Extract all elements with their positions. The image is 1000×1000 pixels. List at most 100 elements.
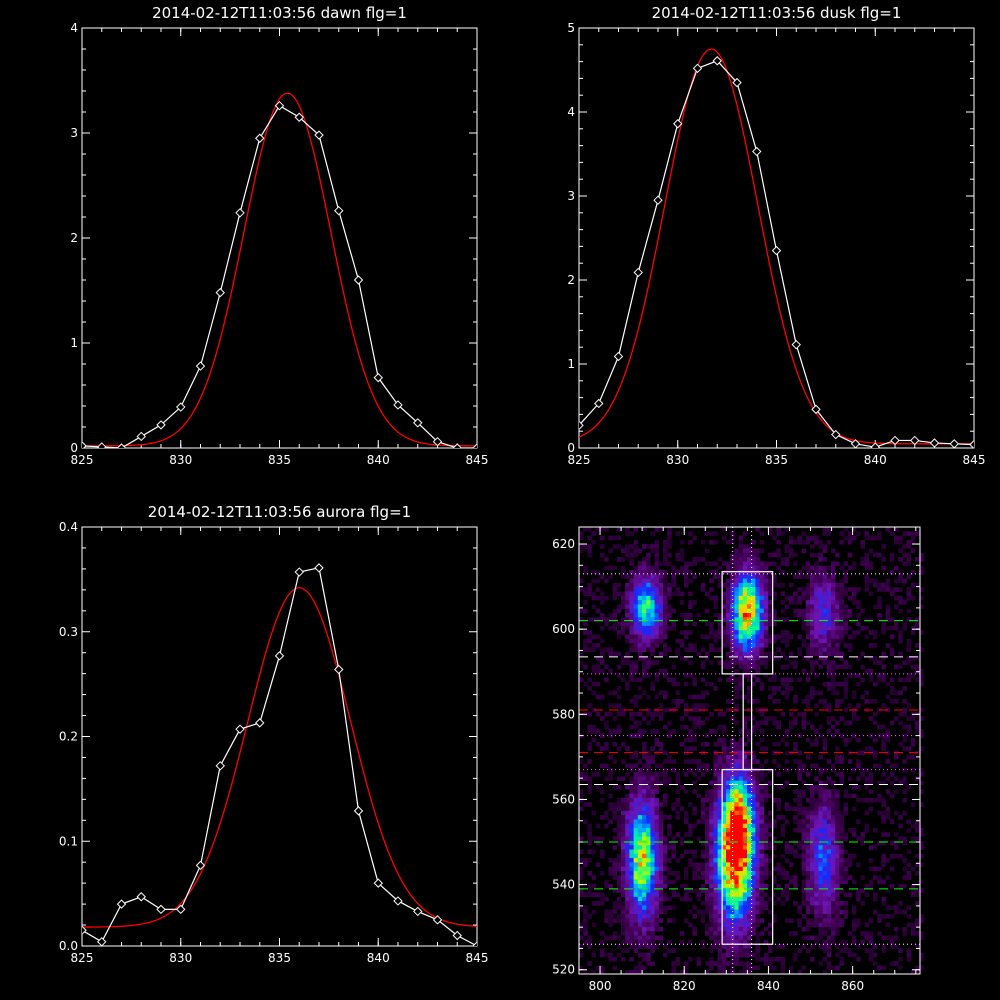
heatmap-cell xyxy=(831,879,836,885)
heatmap-cell xyxy=(663,625,668,631)
heatmap-cell xyxy=(625,879,630,885)
heatmap-cell xyxy=(663,613,668,618)
heatmap-cell xyxy=(637,729,643,734)
heatmap-cell xyxy=(776,582,781,588)
heatmap-cell xyxy=(734,892,739,898)
heatmap-cell xyxy=(734,574,739,579)
heatmap-cell xyxy=(667,531,672,536)
heatmap-cell xyxy=(616,828,622,833)
heatmap-cell xyxy=(642,849,647,855)
heatmap-cell xyxy=(776,772,781,777)
heatmap-cell xyxy=(763,828,769,833)
heatmap-cell xyxy=(810,544,815,549)
heatmap-cell xyxy=(805,608,811,614)
heatmap-cell xyxy=(637,871,643,876)
heatmap-cell xyxy=(818,621,823,627)
heatmap-cell xyxy=(671,608,676,614)
heatmap-cell xyxy=(637,780,643,786)
heatmap-cell xyxy=(742,733,748,738)
heatmap-cell xyxy=(839,810,844,816)
heatmap-cell xyxy=(826,613,832,618)
heatmap-cell xyxy=(637,638,643,644)
heatmap-cell xyxy=(616,905,622,910)
heatmap-cell xyxy=(751,600,756,605)
heatmap-cell xyxy=(768,810,773,816)
heatmap-cell xyxy=(780,944,786,949)
heatmap-cell xyxy=(852,922,857,928)
heatmap-cell xyxy=(667,759,672,764)
heatmap-cell xyxy=(650,926,655,932)
heatmap-cell xyxy=(625,574,630,579)
heatmap-cell xyxy=(906,617,912,622)
heatmap-cell xyxy=(784,742,790,747)
plot-frame xyxy=(578,27,975,449)
heatmap-cell xyxy=(747,823,752,829)
heatmap-cell xyxy=(742,944,748,949)
heatmap-cell xyxy=(734,582,739,588)
heatmap-cell xyxy=(717,845,723,850)
heatmap-cell xyxy=(646,587,651,592)
heatmap-cell xyxy=(814,565,819,571)
heatmap-cell xyxy=(738,600,744,605)
heatmap-cell xyxy=(759,600,765,605)
heatmap-cell xyxy=(721,965,727,971)
heatmap-cell xyxy=(717,853,723,859)
heatmap-cell xyxy=(877,879,882,885)
heatmap-cell xyxy=(591,883,597,889)
heatmap-cell xyxy=(822,883,828,889)
heatmap-cell xyxy=(898,664,903,670)
heatmap-cell xyxy=(801,699,807,704)
heatmap-cell xyxy=(721,535,727,541)
heatmap-cell xyxy=(805,926,811,932)
heatmap-cell xyxy=(700,772,706,777)
heatmap-cell xyxy=(637,836,643,842)
heatmap-cell xyxy=(818,802,823,807)
heatmap-cell xyxy=(747,922,752,928)
heatmap-cell xyxy=(734,785,739,790)
heatmap-cell xyxy=(663,595,668,601)
heatmap-cell xyxy=(637,875,643,880)
heatmap-cell xyxy=(650,785,655,790)
heatmap-cell xyxy=(755,552,760,558)
heatmap-cell xyxy=(705,892,710,898)
heatmap-cell xyxy=(755,957,760,962)
data-point xyxy=(579,420,584,431)
heatmap-cell xyxy=(801,901,807,906)
heatmap-cell xyxy=(709,853,714,859)
heatmap-cell xyxy=(642,582,647,588)
heatmap-cell xyxy=(797,810,802,816)
heatmap-cell xyxy=(654,914,660,919)
heatmap-cell xyxy=(646,591,651,597)
heatmap-cell xyxy=(835,797,840,803)
heatmap-cell xyxy=(843,737,849,743)
heatmap-cell xyxy=(625,901,630,906)
heatmap-cell xyxy=(658,901,664,906)
heatmap-cell xyxy=(608,935,613,941)
heatmap-cell xyxy=(759,806,765,812)
heatmap-cell xyxy=(621,711,626,717)
heatmap-cell xyxy=(793,815,798,820)
heatmap-cell xyxy=(738,638,744,644)
heatmap-cell xyxy=(734,883,739,889)
heatmap-cell xyxy=(805,591,811,597)
heatmap-cell xyxy=(856,922,861,928)
heatmap-cell xyxy=(738,677,744,683)
heatmap-cell xyxy=(646,871,651,876)
heatmap-cell xyxy=(591,664,597,670)
heatmap-cell xyxy=(822,565,828,571)
heatmap-cell xyxy=(784,918,790,923)
heatmap-cell xyxy=(654,677,660,683)
y-tick-label: 0 xyxy=(70,441,78,455)
heatmap-cell xyxy=(625,617,630,622)
heatmap-cell xyxy=(688,630,693,635)
heatmap-cell xyxy=(591,969,597,975)
heatmap-cell xyxy=(738,785,744,790)
heatmap-cell xyxy=(658,926,664,932)
heatmap-cell xyxy=(831,909,836,915)
heatmap-cell xyxy=(726,828,731,833)
heatmap-cell xyxy=(658,651,664,657)
plot-frame xyxy=(81,27,478,449)
heatmap-cell xyxy=(625,888,630,893)
heatmap-cell xyxy=(843,694,849,700)
heatmap-cell xyxy=(831,677,836,683)
